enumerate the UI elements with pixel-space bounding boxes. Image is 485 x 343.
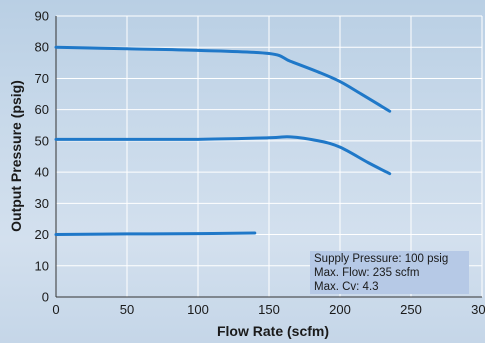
x-tick-labels: 0 50 100 150 200 250 300 bbox=[52, 302, 485, 317]
grid bbox=[56, 15, 483, 297]
y-axis-title: Output Pressure (psig) bbox=[8, 80, 24, 232]
annotation-box: Supply Pressure: 100 psig Max. Flow: 235… bbox=[310, 251, 469, 294]
x-tick-label: 0 bbox=[52, 302, 59, 317]
x-tick-label: 200 bbox=[329, 302, 351, 317]
y-tick-labels: 0 10 20 30 40 50 60 70 80 90 bbox=[35, 9, 49, 305]
y-tick-label: 10 bbox=[35, 258, 49, 273]
y-tick-label: 50 bbox=[35, 133, 49, 148]
y-tick-label: 30 bbox=[35, 196, 49, 211]
x-axis-title: Flow Rate (scfm) bbox=[217, 323, 329, 339]
annotation-background bbox=[310, 251, 469, 294]
y-tick-label: 20 bbox=[35, 227, 49, 242]
y-tick-label: 80 bbox=[35, 40, 49, 55]
y-tick-label: 70 bbox=[35, 71, 49, 86]
annotation-line: Max. Cv: 4.3 bbox=[314, 281, 379, 293]
axes bbox=[55, 16, 482, 298]
y-tick-label: 40 bbox=[35, 165, 49, 180]
series bbox=[54, 45, 392, 237]
series-line-1 bbox=[54, 45, 392, 113]
series-line-3 bbox=[54, 231, 257, 237]
x-tick-label: 100 bbox=[187, 302, 209, 317]
y-tick-label: 60 bbox=[35, 102, 49, 117]
x-tick-label: 150 bbox=[258, 302, 280, 317]
y-tick-label: 90 bbox=[35, 9, 49, 24]
x-tick-label: 250 bbox=[400, 302, 422, 317]
series-line-2 bbox=[54, 135, 392, 176]
x-tick-label: 300 bbox=[471, 302, 485, 317]
x-tick-label: 50 bbox=[120, 302, 134, 317]
annotation-line: Supply Pressure: 100 psig bbox=[314, 253, 448, 265]
annotation-line: Max. Flow: 235 scfm bbox=[314, 267, 419, 279]
y-tick-label: 0 bbox=[42, 290, 49, 305]
